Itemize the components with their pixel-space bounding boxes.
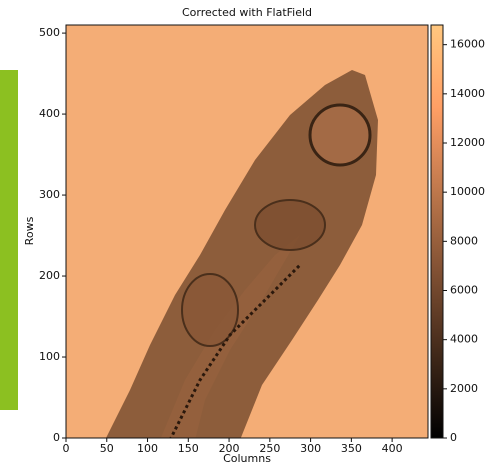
x-tick-label: 400: [382, 442, 403, 455]
colorbar-tick-label: 6000: [450, 284, 478, 297]
x-tick-label: 350: [341, 442, 362, 455]
colorbar-tick-label: 16000: [450, 38, 485, 51]
x-tick-label: 100: [137, 442, 158, 455]
x-tick-label: 250: [259, 442, 280, 455]
y-tick-label: 500: [39, 26, 60, 39]
colorbar-tick-label: 14000: [450, 87, 485, 100]
specimen-eye: [310, 105, 370, 165]
x-tick-label: 200: [219, 442, 240, 455]
x-tick-label: 0: [63, 442, 70, 455]
specimen-gill: [255, 200, 325, 250]
x-tick-label: 150: [178, 442, 199, 455]
y-tick-label: 100: [39, 350, 60, 363]
x-tick-label: 50: [100, 442, 114, 455]
chart-title: Corrected with FlatField: [182, 6, 312, 19]
colorbar-tick-label: 2000: [450, 382, 478, 395]
y-axis-label: Rows: [23, 216, 36, 245]
colorbar-tick-label: 4000: [450, 333, 478, 346]
y-tick-label: 300: [39, 188, 60, 201]
x-tick-label: 300: [300, 442, 321, 455]
y-tick-label: 400: [39, 107, 60, 120]
colorbar-tick-label: 10000: [450, 185, 485, 198]
colorbar-tick-label: 0: [450, 431, 457, 444]
side-panel: [0, 70, 18, 410]
colorbar-tick-label: 12000: [450, 136, 485, 149]
y-tick-label: 200: [39, 269, 60, 282]
chart: Corrected with FlatField Columns Rows 05…: [0, 0, 497, 467]
y-tick-label: 0: [53, 431, 60, 444]
colorbar: [431, 25, 443, 438]
colorbar-tick-label: 8000: [450, 234, 478, 247]
